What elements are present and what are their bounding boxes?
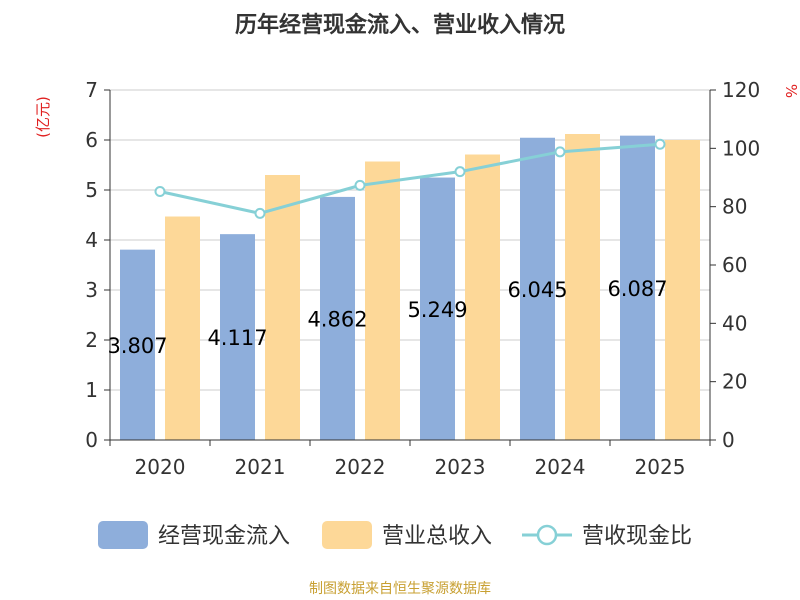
x-tick-label: 2021 bbox=[235, 455, 286, 479]
legend-label-total-revenue: 营业总收入 bbox=[382, 524, 492, 549]
right-tick-label: 120 bbox=[722, 78, 760, 102]
bar-total-revenue bbox=[165, 216, 200, 440]
x-tick-label: 2020 bbox=[135, 455, 186, 479]
right-tick-label: 20 bbox=[722, 370, 747, 394]
legend-label-cash-inflow: 经营现金流入 bbox=[158, 524, 290, 549]
bar-cash-inflow bbox=[520, 137, 555, 440]
right-tick-label: 60 bbox=[722, 253, 747, 277]
axes: 0 1 2 3 4 5 6 7 0 20 40 60 80 100 120 2020 2021 2022 2023 2… bbox=[85, 78, 760, 479]
bars bbox=[120, 134, 700, 441]
ratio-point bbox=[254, 207, 266, 219]
grid-lines bbox=[110, 89, 710, 441]
bar-cash-inflow bbox=[220, 234, 255, 440]
data-label-cash-inflow: 4.862 bbox=[307, 307, 367, 331]
bar-total-revenue bbox=[365, 161, 400, 440]
x-tick-label: 2025 bbox=[635, 455, 686, 479]
left-tick-label: 0 bbox=[85, 428, 98, 452]
x-tick-label: 2024 bbox=[535, 455, 586, 479]
data-label-cash-inflow: 4.117 bbox=[207, 326, 267, 350]
left-tick-label: 1 bbox=[85, 378, 98, 402]
bar-cash-inflow bbox=[420, 177, 455, 441]
data-label-cash-inflow: 6.045 bbox=[507, 278, 567, 302]
bar-total-revenue bbox=[465, 154, 500, 440]
data-labels: 3.807 4.117 4.862 5.249 6.045 6.087 bbox=[107, 277, 667, 358]
bar-cash-inflow bbox=[120, 249, 155, 440]
ratio-point bbox=[454, 166, 466, 178]
bar-cash-inflow bbox=[320, 196, 355, 440]
legend-swatch-ratio-marker bbox=[536, 524, 558, 546]
left-axis-unit: (亿元) bbox=[34, 96, 52, 138]
right-tick-label: 100 bbox=[722, 136, 760, 160]
legend: 经营现金流入 营业总收入 营收现金比 bbox=[98, 521, 692, 549]
left-tick-label: 2 bbox=[85, 328, 98, 352]
left-tick-label: 7 bbox=[85, 78, 98, 102]
legend-label-ratio: 营收现金比 bbox=[582, 524, 692, 549]
bar-total-revenue bbox=[265, 175, 300, 440]
right-tick-label: 40 bbox=[722, 311, 747, 335]
bar-total-revenue bbox=[565, 134, 600, 440]
right-axis-unit: % bbox=[782, 84, 800, 98]
data-label-cash-inflow: 5.249 bbox=[407, 298, 467, 322]
bar-total-revenue bbox=[665, 140, 700, 440]
left-tick-label: 4 bbox=[85, 228, 98, 252]
right-tick-label: 80 bbox=[722, 195, 747, 219]
left-tick-label: 3 bbox=[85, 278, 98, 302]
bar-cash-inflow bbox=[620, 135, 655, 440]
left-tick-label: 5 bbox=[85, 178, 98, 202]
chart-title: 历年经营现金流入、营业收入情况 bbox=[235, 12, 565, 38]
ratio-line-path bbox=[159, 142, 661, 215]
data-label-cash-inflow: 6.087 bbox=[607, 277, 667, 301]
x-tick-label: 2022 bbox=[335, 455, 386, 479]
data-label-cash-inflow: 3.807 bbox=[107, 334, 167, 358]
ratio-point bbox=[354, 179, 366, 191]
legend-swatch-cash-inflow bbox=[98, 521, 148, 549]
source-note: 制图数据来自恒生聚源数据库 bbox=[309, 581, 491, 597]
ratio-line bbox=[154, 138, 666, 219]
legend-swatch-total-revenue bbox=[322, 521, 372, 549]
ratio-point bbox=[154, 186, 166, 197]
x-tick-label: 2023 bbox=[435, 455, 486, 479]
ratio-point bbox=[554, 146, 566, 158]
right-tick-label: 0 bbox=[722, 428, 735, 452]
left-tick-label: 6 bbox=[85, 128, 98, 152]
ratio-point bbox=[654, 138, 666, 150]
